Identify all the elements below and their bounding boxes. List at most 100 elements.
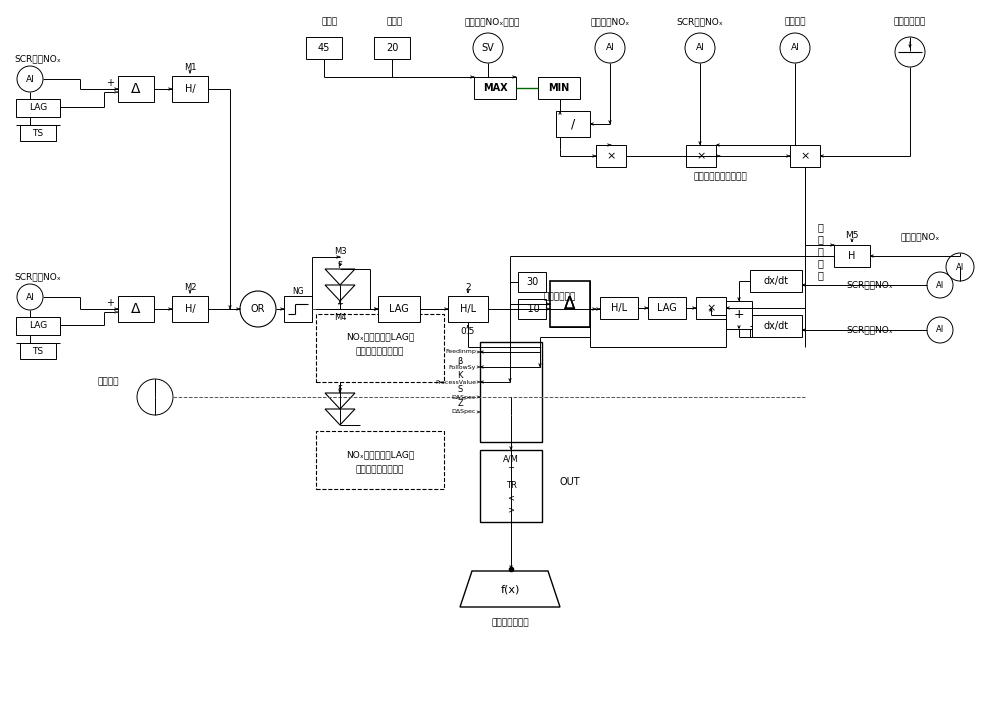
Text: MAX: MAX (483, 83, 507, 93)
Bar (518, 299, 546, 319)
Bar (474, 77, 516, 99)
Circle shape (927, 317, 953, 343)
Text: DΔSpec: DΔSpec (452, 395, 476, 399)
Text: 气: 气 (817, 234, 823, 244)
Text: SCR入口NOₓ: SCR入口NOₓ (677, 18, 723, 26)
Text: 45: 45 (318, 43, 330, 53)
Text: 间参数为快速动作值: 间参数为快速动作值 (356, 465, 404, 474)
Text: TS: TS (32, 129, 44, 137)
Text: H/L: H/L (611, 303, 627, 313)
Bar (378, 296, 420, 322)
Text: H/: H/ (185, 84, 195, 94)
Bar (518, 272, 546, 292)
Text: 30: 30 (526, 277, 538, 287)
Text: NOₓ增加时，将LAG时: NOₓ增加时，将LAG时 (346, 450, 414, 460)
Text: 综合微分前馈: 综合微分前馈 (544, 293, 576, 301)
Circle shape (927, 272, 953, 298)
Text: 喷氨流量调节阀: 喷氨流量调节阀 (491, 619, 529, 628)
Text: MIN: MIN (548, 83, 570, 93)
Text: 20: 20 (386, 43, 398, 53)
Text: +: + (734, 308, 744, 322)
Text: 需: 需 (817, 246, 823, 256)
Text: +: + (106, 78, 114, 88)
Text: OUT: OUT (560, 477, 581, 487)
Text: LAG: LAG (389, 304, 409, 314)
Text: AI: AI (936, 281, 944, 289)
Text: AI: AI (26, 293, 34, 301)
Text: T: T (509, 467, 514, 477)
Text: ProcessValue: ProcessValue (435, 380, 476, 385)
Text: 脱硫出口NOₓ: 脱硫出口NOₓ (590, 18, 630, 26)
Circle shape (473, 33, 503, 63)
Bar (696, 297, 726, 319)
Circle shape (595, 33, 625, 63)
Text: LAG: LAG (29, 103, 47, 112)
Bar (316, 314, 444, 382)
Text: 氨气需求量的修正系数: 氨气需求量的修正系数 (693, 173, 747, 182)
Bar (750, 315, 802, 337)
Text: 求: 求 (817, 258, 823, 268)
Text: 脱硝效率需求: 脱硝效率需求 (894, 18, 926, 26)
Bar (172, 296, 208, 322)
Circle shape (240, 291, 276, 327)
Text: SV: SV (482, 43, 494, 53)
Circle shape (137, 379, 173, 415)
Text: M4: M4 (334, 312, 346, 322)
Text: /: / (571, 117, 575, 131)
Text: FollowSy: FollowSy (449, 365, 476, 370)
Text: M2: M2 (184, 283, 196, 291)
Text: T: T (338, 303, 342, 312)
Bar (550, 281, 590, 327)
Bar (648, 297, 686, 319)
Text: SCR入口NOₓ: SCR入口NOₓ (847, 281, 893, 289)
Text: 2: 2 (465, 283, 471, 291)
Text: AI: AI (606, 44, 614, 52)
Bar (374, 37, 410, 59)
Text: Z: Z (457, 399, 463, 409)
Text: f(x): f(x) (500, 584, 520, 594)
Text: 0.5: 0.5 (461, 327, 475, 337)
Text: SCR入口NOₓ: SCR入口NOₓ (15, 54, 61, 64)
Text: M1: M1 (184, 62, 196, 71)
Bar (834, 245, 870, 267)
Bar (550, 281, 590, 327)
Circle shape (946, 253, 974, 281)
Bar (556, 111, 590, 137)
Text: H: H (848, 251, 856, 261)
Text: 高限值: 高限值 (322, 18, 338, 26)
Circle shape (17, 284, 43, 310)
Bar (538, 77, 580, 99)
Text: -10: -10 (524, 304, 540, 314)
Text: 喷氨流量: 喷氨流量 (97, 378, 119, 387)
Text: SCR出口NOₓ: SCR出口NOₓ (847, 325, 893, 334)
Text: LAG: LAG (657, 303, 677, 313)
Text: NG: NG (292, 286, 304, 296)
Text: 烟气流量: 烟气流量 (784, 18, 806, 26)
Text: 间参数为正常动作值: 间参数为正常动作值 (356, 348, 404, 356)
Text: AI: AI (696, 44, 704, 52)
Bar (284, 296, 312, 322)
Text: H/L: H/L (460, 304, 476, 314)
Bar (790, 145, 820, 167)
Text: S: S (457, 385, 463, 395)
Bar (600, 297, 638, 319)
Circle shape (17, 66, 43, 92)
Bar (306, 37, 342, 59)
Bar (448, 296, 488, 322)
Text: 氨: 氨 (817, 222, 823, 232)
Text: OR: OR (251, 304, 265, 314)
Text: TS: TS (32, 346, 44, 356)
Text: TR: TR (506, 481, 516, 489)
Text: LAG: LAG (29, 322, 47, 330)
Text: ×: × (800, 151, 810, 161)
Text: β: β (457, 358, 463, 366)
Text: A/M: A/M (503, 455, 519, 464)
Bar (16, 99, 60, 117)
Text: AI: AI (956, 262, 964, 271)
Text: K: K (457, 371, 463, 380)
Text: NOₓ降低时，将LAG时: NOₓ降低时，将LAG时 (346, 332, 414, 341)
Text: 脱硫出口NOₓ设定值: 脱硫出口NOₓ设定值 (464, 18, 520, 26)
Text: Feedinmp: Feedinmp (445, 349, 476, 354)
Text: Δ: Δ (131, 302, 141, 316)
Bar (596, 145, 626, 167)
